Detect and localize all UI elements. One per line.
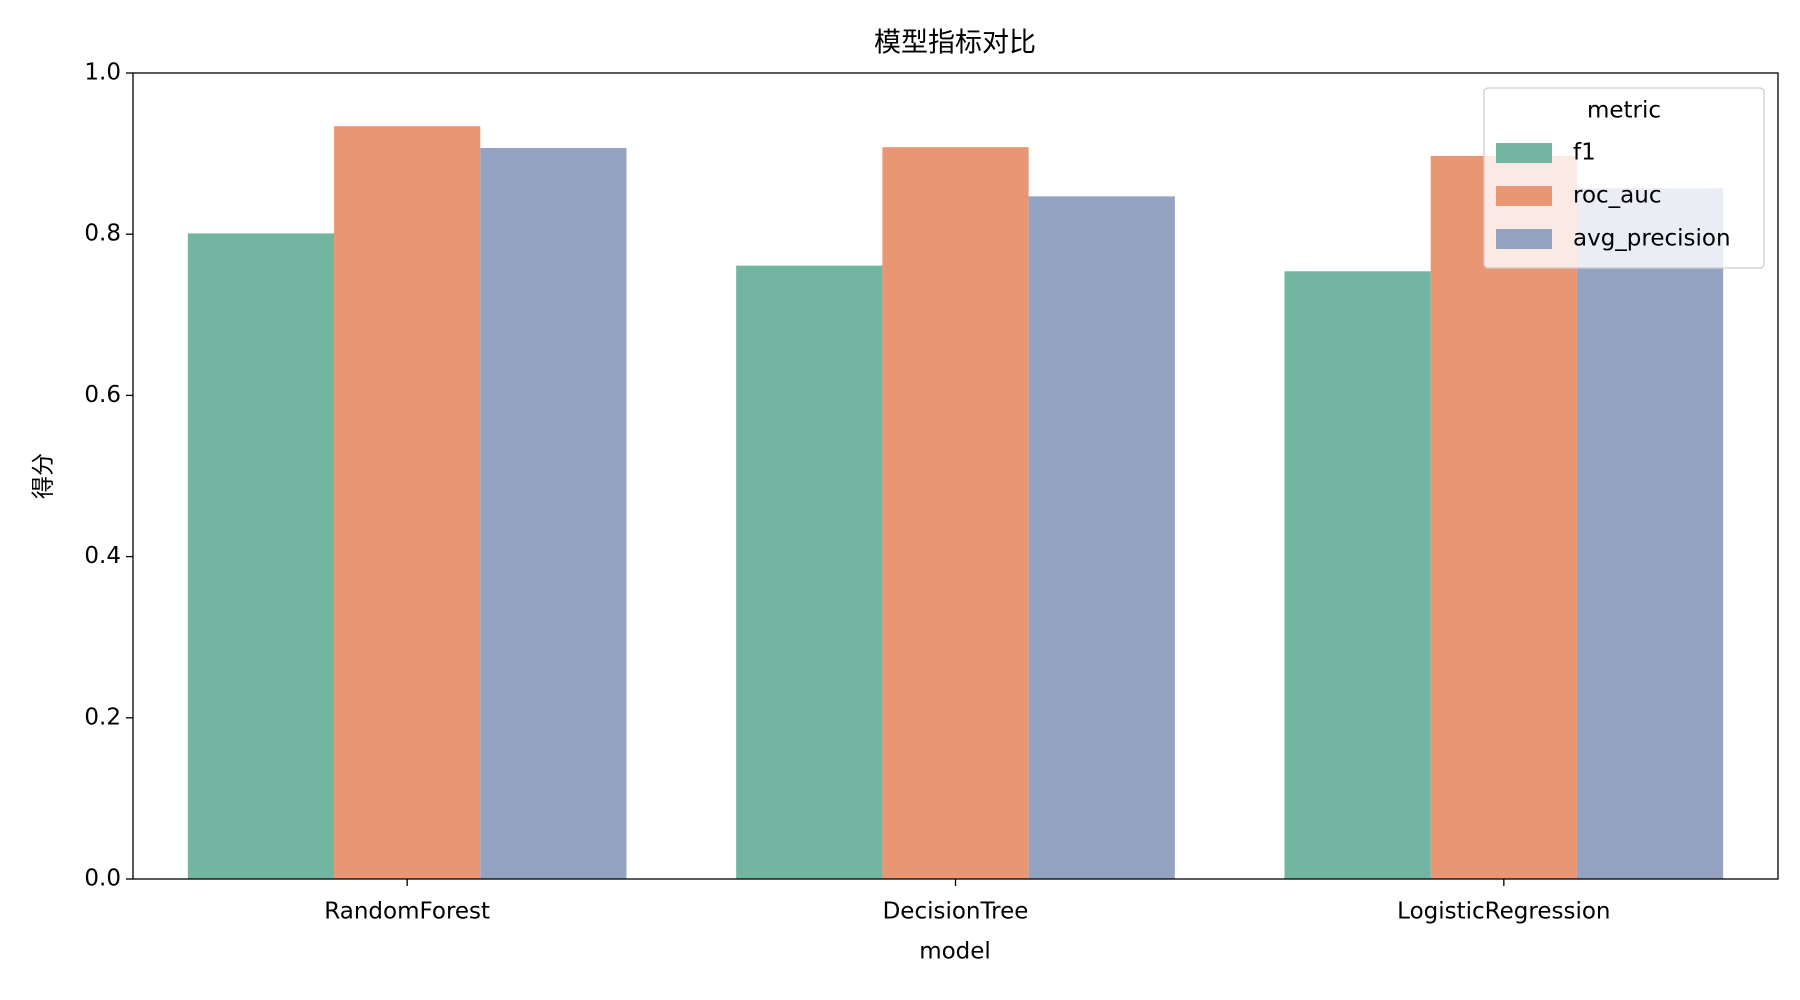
bar (882, 147, 1029, 880)
legend-title: metric (1587, 98, 1661, 124)
chart-title: 模型指标对比 (874, 28, 1036, 59)
bar (334, 126, 481, 880)
bar (187, 233, 335, 880)
x-tick-label: LogisticRegression (1397, 899, 1610, 925)
legend-swatch (1496, 229, 1552, 249)
legend-label: f1 (1573, 140, 1596, 166)
legend-swatch (1496, 186, 1552, 206)
y-axis-label: 得分 (31, 453, 57, 499)
x-tick-label: DecisionTree (883, 899, 1029, 925)
bar (736, 265, 883, 879)
legend-label: roc_auc (1573, 183, 1662, 209)
y-tick-label: 0.6 (84, 382, 121, 408)
plot-frame (132, 72, 1779, 880)
y-tick-label: 1.0 (84, 60, 121, 86)
legend-box (1483, 87, 1765, 269)
x-axis-label: model (919, 939, 991, 965)
bar (480, 147, 627, 879)
x-tick-label: RandomForest (324, 899, 490, 925)
bar (1430, 156, 1577, 879)
legend-swatch (1496, 143, 1552, 163)
legend-label: avg_precision (1573, 226, 1731, 252)
y-tick-label: 0.8 (84, 221, 121, 247)
bar (1284, 271, 1431, 879)
y-tick-label: 0.0 (84, 866, 121, 892)
y-tick-label: 0.2 (84, 704, 121, 730)
bar (1028, 196, 1175, 879)
y-tick-label: 0.4 (84, 543, 121, 569)
bar (1576, 188, 1724, 879)
